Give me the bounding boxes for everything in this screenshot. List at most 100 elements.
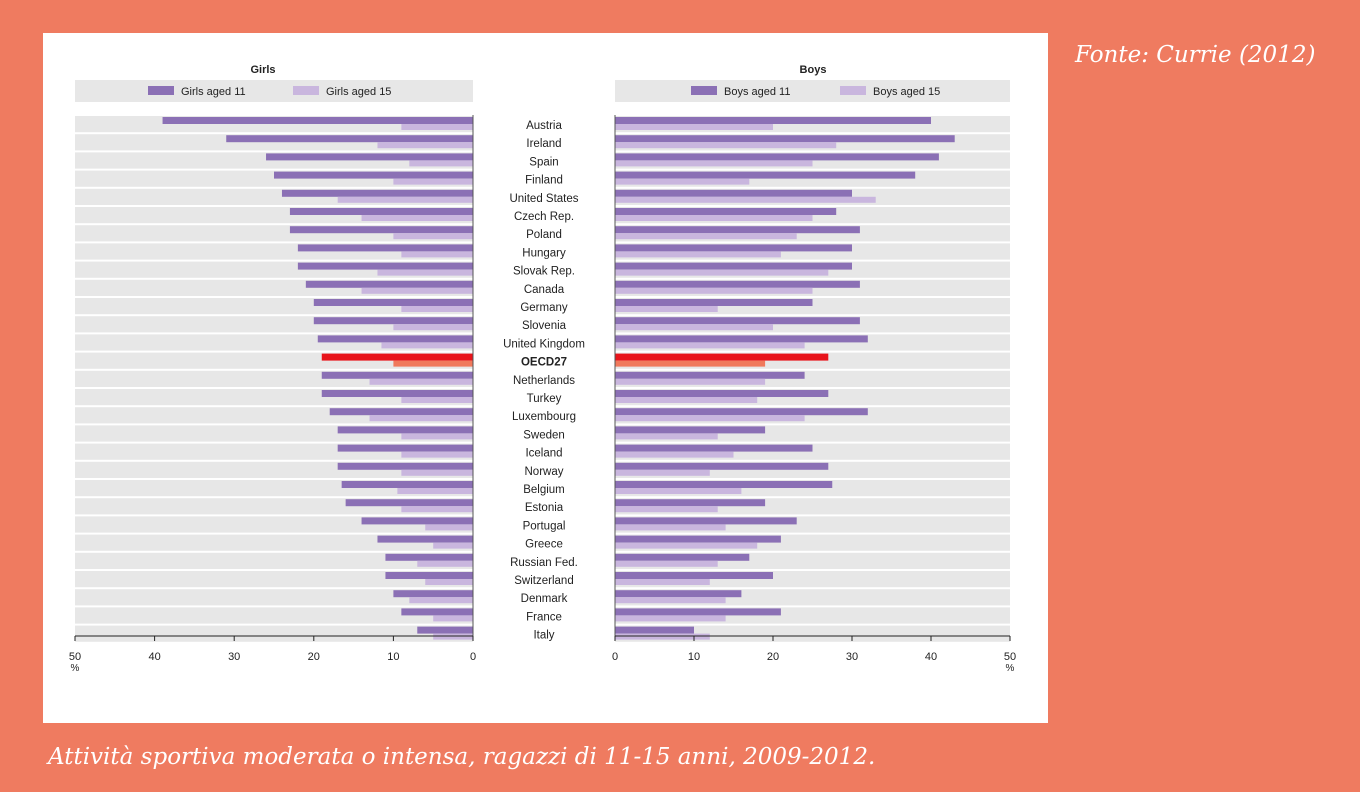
bar-girls-aged-15-spain: [409, 160, 473, 167]
row-band-girls: [75, 552, 473, 569]
bar-boys-aged-11-ireland: [615, 135, 955, 143]
category-label-slovak-rep: Slovak Rep.: [513, 266, 575, 278]
bar-girls-aged-11-canada: [305, 280, 473, 288]
bar-girls-aged-11-spain: [266, 153, 473, 161]
category-label-belgium: Belgium: [523, 484, 565, 496]
bar-boys-aged-11-poland: [615, 226, 860, 234]
row-band-girls: [75, 589, 473, 606]
row-band-girls: [75, 607, 473, 624]
bar-girls-aged-15-canada: [361, 287, 473, 294]
bar-girls-aged-15-russian-fed: [417, 560, 473, 567]
bar-girls-aged-15-czech-rep: [361, 215, 473, 221]
bar-boys-aged-11-switzerland: [615, 572, 773, 579]
bar-girls-aged-11-turkey: [321, 390, 473, 397]
bar-boys-aged-15-luxembourg: [615, 415, 805, 422]
tick-label-boys: 50: [1004, 651, 1016, 663]
bar-girls-aged-11-finland: [274, 171, 473, 179]
bar-boys-aged-15-united-states: [615, 196, 876, 203]
legend-swatch-boys-aged-11: [691, 86, 717, 95]
category-label-slovenia: Slovenia: [522, 320, 567, 332]
bar-boys-aged-11-oecd27: [615, 353, 829, 361]
bar-girls-aged-15-germany: [401, 306, 473, 312]
category-label-denmark: Denmark: [521, 593, 568, 605]
bar-girls-aged-11-belgium: [341, 481, 473, 488]
chart-panel: Girls Girls aged 11 Girls aged 15 Boys Boys …: [43, 33, 1048, 723]
bar-boys-aged-15-portugal: [615, 524, 726, 531]
legend-swatch-boys-aged-15: [840, 86, 866, 95]
tick-label-girls: 30: [228, 651, 240, 663]
bar-girls-aged-11-slovenia: [313, 317, 473, 325]
bar-boys-aged-15-iceland: [615, 451, 734, 458]
row-band-girls: [75, 571, 473, 588]
bar-boys-aged-15-sweden: [615, 433, 718, 440]
bar-boys-aged-15-russian-fed: [615, 560, 718, 567]
bar-boys-aged-15-norway: [615, 469, 710, 476]
category-label-portugal: Portugal: [523, 520, 566, 532]
bar-girls-aged-11-greece: [377, 535, 473, 543]
bar-girls-aged-15-united-kingdom: [381, 342, 473, 349]
category-label-ireland: Ireland: [526, 138, 561, 150]
bar-boys-aged-15-finland: [615, 178, 750, 185]
tick-label-boys: 40: [925, 651, 937, 663]
bar-girls-aged-11-russian-fed: [385, 553, 473, 561]
bar-girls-aged-15-greece: [433, 542, 473, 549]
bar-girls-aged-11-luxembourg: [329, 408, 473, 416]
category-label-czech-rep: Czech Rep.: [514, 211, 574, 223]
bar-boys-aged-11-austria: [615, 117, 931, 124]
bar-girls-aged-11-portugal: [361, 517, 473, 525]
bar-boys-aged-15-denmark: [615, 597, 726, 604]
category-label-sweden: Sweden: [523, 429, 565, 441]
bar-boys-aged-11-finland: [615, 171, 916, 179]
legend-label-girls-aged-15: Girls aged 15: [326, 86, 391, 98]
bar-girls-aged-11-united-states: [281, 189, 473, 197]
bar-boys-aged-11-turkey: [615, 390, 829, 397]
bar-girls-aged-15-france: [433, 615, 473, 622]
bar-girls-aged-15-turkey: [401, 397, 473, 403]
tick-label-girls: 0: [470, 651, 476, 663]
bar-boys-aged-11-france: [615, 608, 781, 616]
category-label-greece: Greece: [525, 539, 563, 551]
bar-girls-aged-11-norway: [337, 462, 473, 470]
bar-girls-aged-15-hungary: [401, 251, 473, 258]
bar-girls-aged-15-luxembourg: [369, 415, 473, 422]
category-label-france: France: [526, 611, 562, 623]
legend-box-boys: [615, 80, 1010, 102]
bar-girls-aged-15-iceland: [401, 451, 473, 458]
category-label-luxembourg: Luxembourg: [512, 411, 576, 423]
bar-boys-aged-11-iceland: [615, 444, 813, 452]
bar-boys-aged-11-italy: [615, 626, 694, 634]
bar-girls-aged-11-sweden: [337, 426, 473, 434]
bar-girls-aged-11-italy: [417, 626, 473, 634]
category-label-russian-fed: Russian Fed.: [510, 557, 578, 569]
unit-label-girls: %: [71, 663, 80, 674]
bar-girls-aged-15-ireland: [377, 142, 473, 149]
bar-girls-aged-11-netherlands: [321, 371, 473, 379]
bar-boys-aged-11-sweden: [615, 426, 766, 434]
bar-boys-aged-15-turkey: [615, 397, 758, 403]
bar-girls-aged-15-austria: [401, 124, 473, 130]
bar-boys-aged-15-spain: [615, 160, 813, 167]
bar-boys-aged-11-estonia: [615, 499, 766, 507]
tick-label-boys: 0: [612, 651, 618, 663]
chart-svg: Girls Girls aged 11 Girls aged 15 Boys Boys …: [69, 64, 1016, 674]
bar-boys-aged-11-germany: [615, 299, 813, 306]
legend-label-boys-aged-15: Boys aged 15: [873, 86, 940, 98]
bar-boys-aged-15-canada: [615, 287, 813, 294]
bar-boys-aged-11-norway: [615, 462, 829, 470]
bar-girls-aged-15-switzerland: [425, 579, 473, 585]
bar-girls-aged-15-italy: [433, 633, 473, 640]
bar-girls-aged-15-denmark: [409, 597, 473, 604]
bar-boys-aged-11-hungary: [615, 244, 852, 252]
bar-girls-aged-11-slovak-rep: [297, 262, 473, 270]
bar-boys-aged-15-austria: [615, 124, 773, 130]
bar-girls-aged-15-belgium: [397, 488, 473, 494]
category-label-finland: Finland: [525, 175, 563, 187]
bar-boys-aged-11-luxembourg: [615, 408, 868, 416]
bar-boys-aged-11-czech-rep: [615, 208, 837, 215]
legend-swatch-girls-aged-15: [293, 86, 319, 95]
panel-title-boys: Boys: [800, 64, 827, 76]
category-label-united-states: United States: [509, 193, 578, 205]
bar-boys-aged-11-russian-fed: [615, 553, 750, 561]
row-band-girls: [75, 534, 473, 551]
category-label-netherlands: Netherlands: [513, 375, 575, 387]
